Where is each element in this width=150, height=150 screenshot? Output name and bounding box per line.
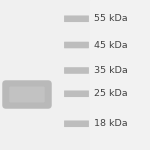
FancyBboxPatch shape [64, 15, 89, 22]
FancyBboxPatch shape [64, 67, 89, 74]
FancyBboxPatch shape [64, 42, 89, 48]
FancyBboxPatch shape [64, 120, 89, 127]
Text: 35 kDa: 35 kDa [94, 66, 128, 75]
Text: 55 kDa: 55 kDa [94, 14, 127, 23]
FancyBboxPatch shape [64, 90, 89, 97]
Text: 25 kDa: 25 kDa [94, 89, 127, 98]
Text: 18 kDa: 18 kDa [94, 119, 127, 128]
FancyBboxPatch shape [9, 87, 45, 102]
Text: 45 kDa: 45 kDa [94, 40, 127, 50]
Bar [90, 0, 150, 150]
FancyBboxPatch shape [2, 80, 52, 109]
